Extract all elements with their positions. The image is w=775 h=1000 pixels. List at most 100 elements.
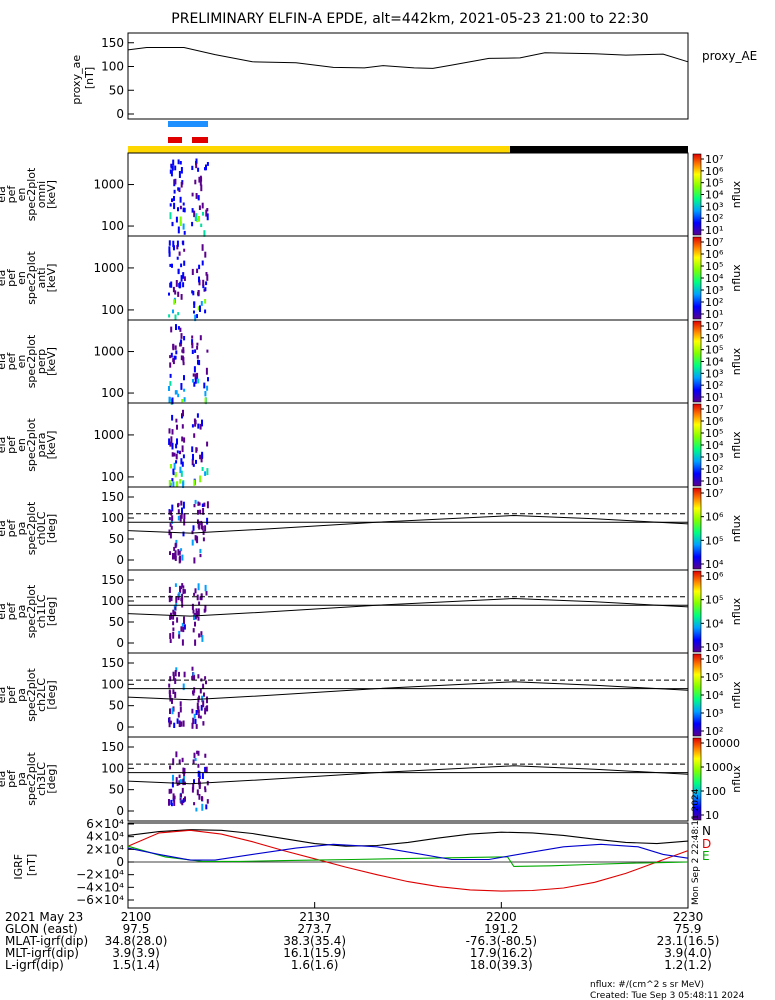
- flux-pixel: [169, 441, 172, 447]
- flux-pixel: [172, 309, 174, 314]
- flux-pixel: [192, 463, 195, 467]
- flux-pixel: [201, 503, 204, 508]
- flux-pixel: [174, 472, 177, 476]
- flux-pixel: [194, 718, 197, 725]
- flux-pixel: [202, 683, 205, 690]
- flux-pixel: [174, 670, 177, 677]
- panel-ylabel-line: spec2plot: [25, 167, 38, 221]
- colorbar-tick-label: 10²: [705, 379, 723, 392]
- flux-pixel: [196, 750, 199, 755]
- flux-pixel: [179, 723, 182, 727]
- flux-pixel: [177, 312, 180, 316]
- flux-pixel: [179, 281, 182, 288]
- flux-pixel: [203, 230, 206, 237]
- flux-pixel: [168, 428, 171, 434]
- flux-pixel: [180, 458, 183, 465]
- igrf-legend-e: E: [702, 849, 710, 863]
- flux-pixel: [198, 633, 201, 638]
- flux-pixel: [184, 796, 186, 802]
- flux-pixel: [178, 774, 181, 779]
- panel-ylabel-line: [keV]: [45, 264, 58, 293]
- flux-pixel: [170, 464, 172, 469]
- colorbar-label: nflux: [730, 347, 743, 375]
- flux-pixel: [198, 777, 200, 785]
- flux-pixel: [177, 393, 180, 398]
- panel-ylabel-line: spec2plot: [25, 418, 38, 472]
- flux-pixel: [181, 399, 184, 403]
- flux-pixel: [192, 691, 195, 696]
- flux-pixel: [180, 470, 183, 477]
- panel-tick-label: 100: [101, 677, 124, 691]
- created-note: Created: Tue Sep 3 05:48:11 2024: [590, 991, 745, 1000]
- flux-pixel: [181, 424, 184, 429]
- colorbar-tick-label: 10²: [705, 463, 723, 476]
- colorbar-tick-label: 10³: [705, 641, 723, 654]
- time-row-value: 2130: [299, 910, 330, 924]
- flux-pixel: [204, 788, 207, 793]
- panel-tick-label: 50: [109, 615, 124, 629]
- panel-ylabel-line: pa: [15, 772, 28, 786]
- colorbar-tick-label: 10²: [705, 212, 723, 225]
- colorbar-label: nflux: [730, 431, 743, 459]
- flux-pixel: [169, 551, 171, 555]
- flux-pixel: [170, 352, 173, 358]
- flux-pixel: [169, 720, 172, 725]
- colorbar: [692, 236, 702, 320]
- flux-pixel: [201, 635, 204, 642]
- flux-pixel: [195, 710, 198, 716]
- flux-pixel: [199, 596, 202, 601]
- panel-ylabel-line: pef: [5, 519, 18, 538]
- colorbar-tick-label: 10: [705, 809, 719, 822]
- flux-pixel: [169, 510, 172, 515]
- colorbar-tick-label: 1000: [705, 761, 733, 774]
- panel-tick-label: 50: [109, 699, 124, 713]
- flux-pixel: [198, 205, 201, 211]
- panel-ylabel-line: ela: [0, 186, 8, 203]
- time-row-label: GLON (east): [5, 922, 78, 936]
- panel-pa_ch1LC: 150 100 50 0 elapefpaspec2plotch1LC[deg] 10⁶ 1…: [0, 569, 743, 654]
- flux-pixel: [200, 184, 203, 192]
- flux-pixel: [176, 718, 179, 724]
- flux-pixel: [191, 208, 194, 213]
- flux-pixel: [193, 210, 196, 218]
- flux-pixel: [193, 504, 196, 508]
- flux-pixel: [194, 639, 197, 646]
- panel-ylabel-line: spec2plot: [25, 251, 38, 305]
- igrf-tick-label: −2×10⁴: [76, 868, 124, 882]
- panel-tick-label: 100: [101, 219, 124, 233]
- flux-pixel: [169, 765, 171, 770]
- flux-pixel: [173, 611, 176, 617]
- flux-pixel: [196, 314, 198, 319]
- flux-pixel: [182, 202, 185, 206]
- flux-pixel: [192, 453, 194, 461]
- flux-pixel: [180, 167, 183, 174]
- flux-pixel: [197, 521, 200, 528]
- flux-pixel: [169, 381, 172, 386]
- igrf-tick-label: −4×10⁴: [76, 880, 124, 894]
- flux-pixel: [206, 799, 209, 804]
- flux-pixel: [183, 336, 186, 341]
- flux-pixel: [181, 349, 184, 353]
- proxy-ae-ylabel-unit: [nT]: [83, 67, 96, 89]
- time-axis-table: 2021 May 23 2100 2130 2200 2230 GLON (east) 97…: [5, 902, 719, 972]
- panel-ylabel-line: spec2plot: [25, 668, 38, 722]
- flux-pixel: [194, 535, 197, 541]
- flux-pixel: [197, 616, 200, 621]
- time-row-value: 191.2: [484, 922, 518, 936]
- flux-pixel: [174, 290, 177, 295]
- flux-pixel: [204, 605, 207, 612]
- flux-pixel: [192, 783, 195, 790]
- flux-pixel: [176, 782, 179, 786]
- flux-pixel: [201, 260, 204, 266]
- flux-pixel: [177, 509, 180, 514]
- flux-pixel: [173, 179, 176, 187]
- flux-pixel: [198, 279, 201, 286]
- flux-pixel: [183, 624, 186, 630]
- flux-pixel: [196, 355, 199, 359]
- panel-tick-label: 150: [101, 740, 124, 754]
- flux-pixel: [183, 616, 185, 620]
- flux-pixel: [180, 779, 183, 785]
- flux-pixel: [182, 454, 185, 459]
- flux-pixel: [206, 349, 209, 353]
- igrf-legend-d: D: [702, 837, 711, 851]
